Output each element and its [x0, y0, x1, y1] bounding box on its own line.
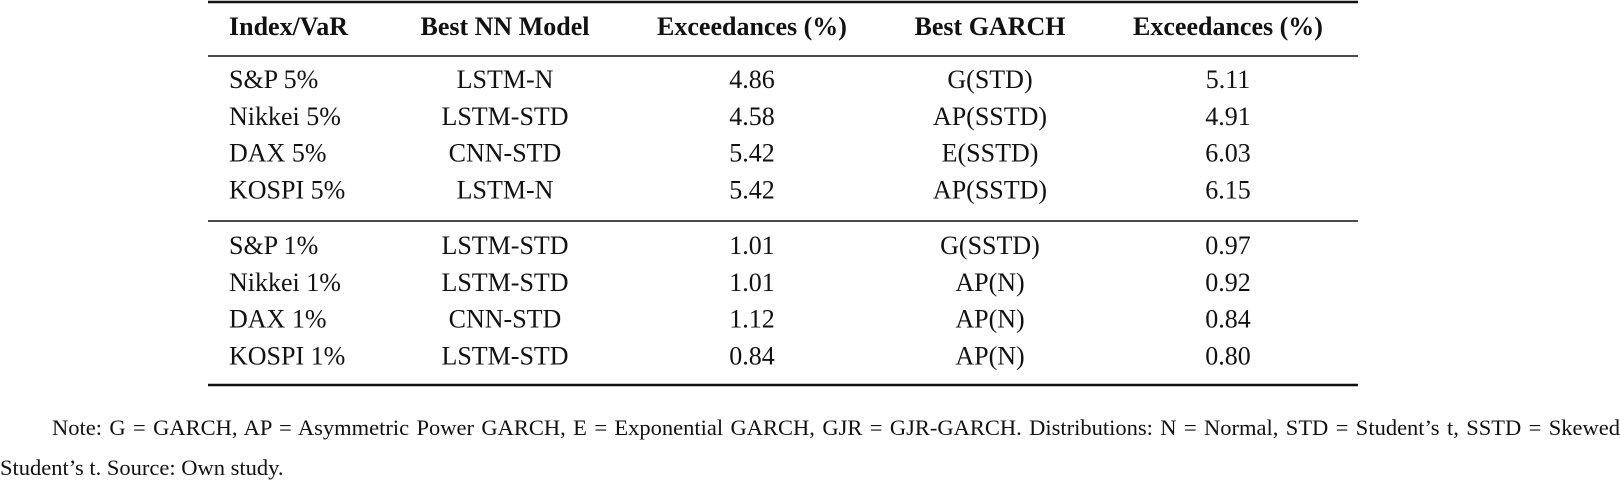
cell: LSTM-STD — [441, 341, 568, 370]
row-label: S&P 5% — [229, 65, 318, 94]
table: Index/VaR Best NN Model Exceedances (%) Bes… — [208, 0, 1358, 387]
row-label: Nikkei 1% — [229, 268, 341, 297]
cell: G(SSTD) — [940, 231, 1040, 260]
cell: AP(N) — [955, 341, 1024, 370]
cell: 0.84 — [1205, 305, 1251, 334]
cell: 0.84 — [729, 341, 775, 370]
cell: 5.42 — [729, 139, 775, 168]
cell: CNN-STD — [449, 305, 562, 334]
cell: 6.03 — [1205, 139, 1251, 168]
cell: G(STD) — [947, 65, 1032, 94]
column-header: Exceedances (%) — [1133, 12, 1323, 41]
column-header: Best NN Model — [421, 12, 590, 41]
cell: 1.01 — [729, 231, 775, 260]
column-header: Best GARCH — [915, 12, 1066, 41]
cell: LSTM-STD — [441, 268, 568, 297]
cell: 4.91 — [1205, 102, 1251, 131]
cell: 1.12 — [729, 305, 775, 334]
cell: 0.80 — [1205, 341, 1251, 370]
cell: LSTM-STD — [441, 102, 568, 131]
row-label: Nikkei 5% — [229, 102, 341, 131]
row-label: DAX 5% — [229, 139, 327, 168]
cell: 4.58 — [729, 102, 775, 131]
cell: AP(SSTD) — [933, 102, 1047, 131]
note: Note: G = GARCH, AP = Asymmetric Power G… — [0, 415, 1620, 480]
cell: LSTM-N — [457, 65, 554, 94]
row-label: S&P 1% — [229, 231, 318, 260]
row-label: KOSPI 1% — [229, 341, 345, 370]
cell: E(SSTD) — [942, 139, 1039, 168]
cell: 5.42 — [729, 175, 775, 204]
cell: AP(N) — [955, 305, 1024, 334]
cell: 1.01 — [729, 268, 775, 297]
cell: 4.86 — [729, 65, 775, 94]
cell: LSTM-STD — [441, 231, 568, 260]
row-label: DAX 1% — [229, 305, 327, 334]
column-header: Exceedances (%) — [657, 12, 847, 41]
column-header: Index/VaR — [229, 12, 348, 41]
cell: AP(N) — [955, 268, 1024, 297]
cell: CNN-STD — [449, 139, 562, 168]
row-label: KOSPI 5% — [229, 175, 345, 204]
cell: 5.11 — [1206, 65, 1251, 94]
cell: AP(SSTD) — [933, 175, 1047, 204]
cell: 0.92 — [1205, 268, 1251, 297]
cell: 0.97 — [1205, 231, 1251, 260]
cell: 6.15 — [1205, 175, 1251, 204]
cell: LSTM-N — [457, 175, 554, 204]
